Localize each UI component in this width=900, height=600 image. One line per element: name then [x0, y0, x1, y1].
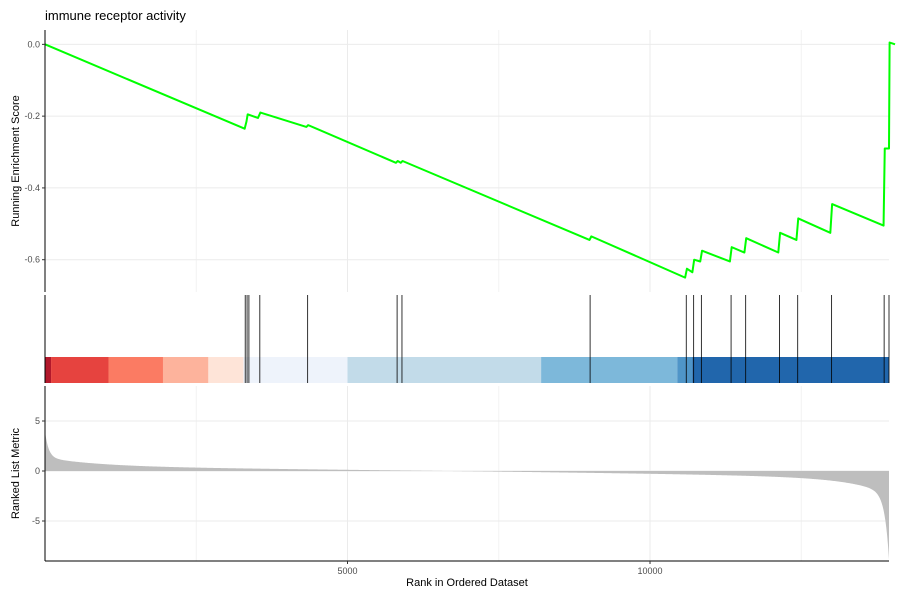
color-band-segment [243, 357, 348, 383]
color-band-segment [45, 357, 52, 383]
color-band-segment [541, 357, 678, 383]
color-band-segment [677, 357, 693, 383]
x-axis-title: Rank in Ordered Dataset [406, 577, 528, 589]
y-tick-label: -5 [32, 516, 40, 526]
color-band-segment [108, 357, 163, 383]
chart-title: immune receptor activity [45, 8, 186, 23]
color-band-segment [162, 357, 209, 383]
color-band-segment [692, 357, 889, 383]
y-tick-label: -0.4 [24, 183, 40, 193]
ranked-metric-area [45, 431, 889, 560]
color-band-segment [347, 357, 542, 383]
y-tick-label: 0.0 [27, 39, 40, 49]
running-score-line [44, 41, 896, 279]
y-tick-label: -0.6 [24, 255, 40, 265]
color-band-segment [51, 357, 109, 383]
y-axis-title-running-score: Running Enrichment Score [10, 95, 22, 226]
color-band-segment [208, 357, 244, 383]
y-axis-title-ranked: Ranked List Metric [10, 427, 22, 519]
y-tick-label: 5 [35, 416, 40, 426]
y-tick-label: 0 [35, 466, 40, 476]
x-tick-label: 5000 [337, 566, 357, 576]
x-tick-label: 10000 [638, 566, 663, 576]
y-tick-label: -0.2 [24, 111, 40, 121]
